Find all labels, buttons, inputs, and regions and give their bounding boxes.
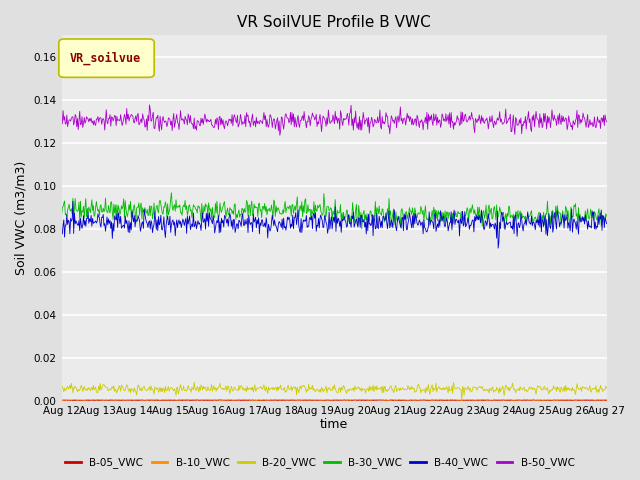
Title: VR SoilVUE Profile B VWC: VR SoilVUE Profile B VWC	[237, 15, 431, 30]
Legend: B-05_VWC, B-10_VWC, B-20_VWC, B-30_VWC, B-40_VWC, B-50_VWC: B-05_VWC, B-10_VWC, B-20_VWC, B-30_VWC, …	[61, 453, 579, 472]
X-axis label: time: time	[320, 419, 348, 432]
Y-axis label: Soil VWC (m3/m3): Soil VWC (m3/m3)	[15, 161, 28, 275]
Text: VR_soilvue: VR_soilvue	[70, 51, 141, 65]
FancyBboxPatch shape	[59, 39, 154, 77]
